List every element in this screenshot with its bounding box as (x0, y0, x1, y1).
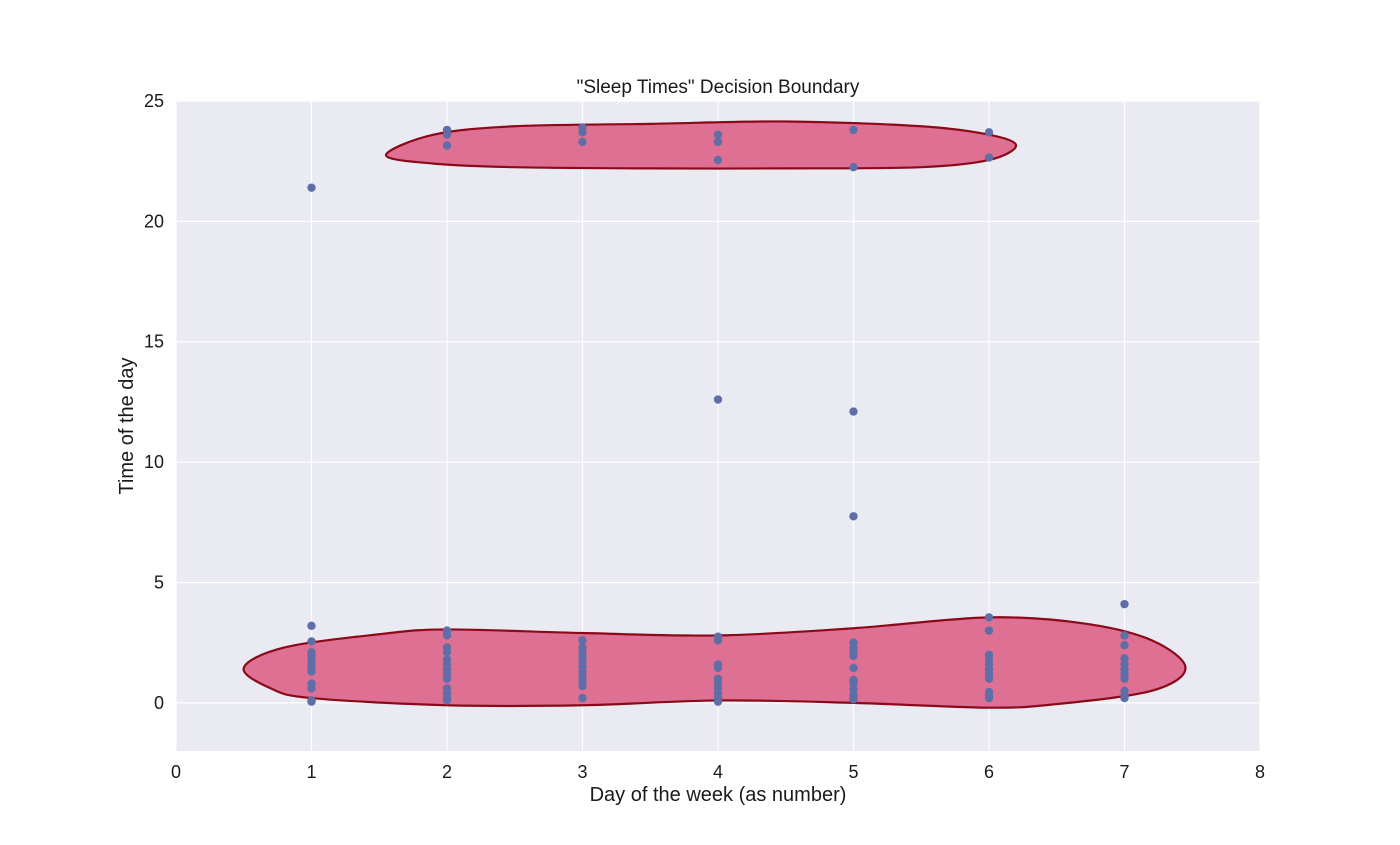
y-tick-label: 20 (144, 211, 164, 231)
data-point (307, 667, 316, 676)
data-point (578, 137, 587, 147)
data-point (984, 626, 994, 635)
data-point (1120, 599, 1129, 609)
data-point (984, 128, 994, 137)
data-point (1120, 640, 1129, 650)
y-tick-label: 0 (154, 693, 164, 713)
data-point (578, 128, 587, 137)
data-point (442, 141, 452, 150)
data-point (849, 407, 858, 416)
data-point (307, 697, 316, 706)
x-tick-label: 8 (1255, 762, 1265, 782)
data-point (849, 685, 858, 694)
data-point (307, 637, 316, 646)
y-tick-labels: 0 5 10 15 20 25 (144, 91, 164, 713)
data-point (849, 679, 858, 688)
data-point (1120, 674, 1129, 683)
y-tick-label: 5 (154, 572, 164, 592)
x-tick-labels: 0 1 2 3 4 5 6 7 8 (171, 762, 1265, 782)
x-tick-label: 0 (171, 762, 181, 782)
data-point (713, 697, 723, 706)
data-points (307, 123, 1129, 706)
data-point (713, 663, 723, 673)
data-point (442, 130, 452, 139)
y-tick-label: 25 (144, 91, 164, 111)
data-point (984, 613, 994, 622)
data-point (984, 674, 994, 683)
data-point (984, 693, 994, 703)
data-point (713, 130, 723, 139)
data-point (307, 621, 316, 631)
data-point (849, 163, 858, 172)
data-point (713, 636, 723, 645)
data-point (442, 631, 452, 640)
chart-title: "Sleep Times" Decision Boundary (577, 77, 860, 98)
data-point (578, 636, 587, 645)
data-point (713, 155, 723, 165)
data-point (578, 681, 587, 691)
data-point (713, 395, 723, 404)
data-point (849, 651, 858, 661)
x-tick-label: 1 (306, 762, 316, 782)
data-point (1120, 693, 1129, 703)
x-tick-label: 5 (848, 762, 858, 782)
data-point (849, 512, 858, 521)
data-point (307, 684, 316, 693)
data-point (849, 695, 858, 704)
data-point (849, 125, 858, 135)
x-tick-label: 2 (442, 762, 452, 782)
data-point (1120, 631, 1129, 640)
data-point (984, 153, 994, 162)
y-tick-label: 15 (144, 332, 164, 352)
x-axis-label: Day of the week (as number) (590, 784, 847, 806)
decision-region-1 (384, 120, 1018, 170)
data-point (442, 696, 452, 705)
data-point (307, 183, 316, 192)
x-tick-label: 4 (713, 762, 723, 782)
data-point (442, 648, 452, 657)
x-tick-label: 7 (1119, 762, 1129, 782)
data-point (849, 663, 858, 673)
x-tick-label: 3 (577, 762, 587, 782)
data-point (1120, 654, 1129, 663)
data-point (713, 137, 723, 147)
data-point (442, 674, 452, 683)
y-tick-label: 10 (144, 452, 164, 472)
data-point (578, 693, 587, 703)
x-tick-label: 6 (984, 762, 994, 782)
y-axis-label: Time of the day (116, 357, 138, 494)
